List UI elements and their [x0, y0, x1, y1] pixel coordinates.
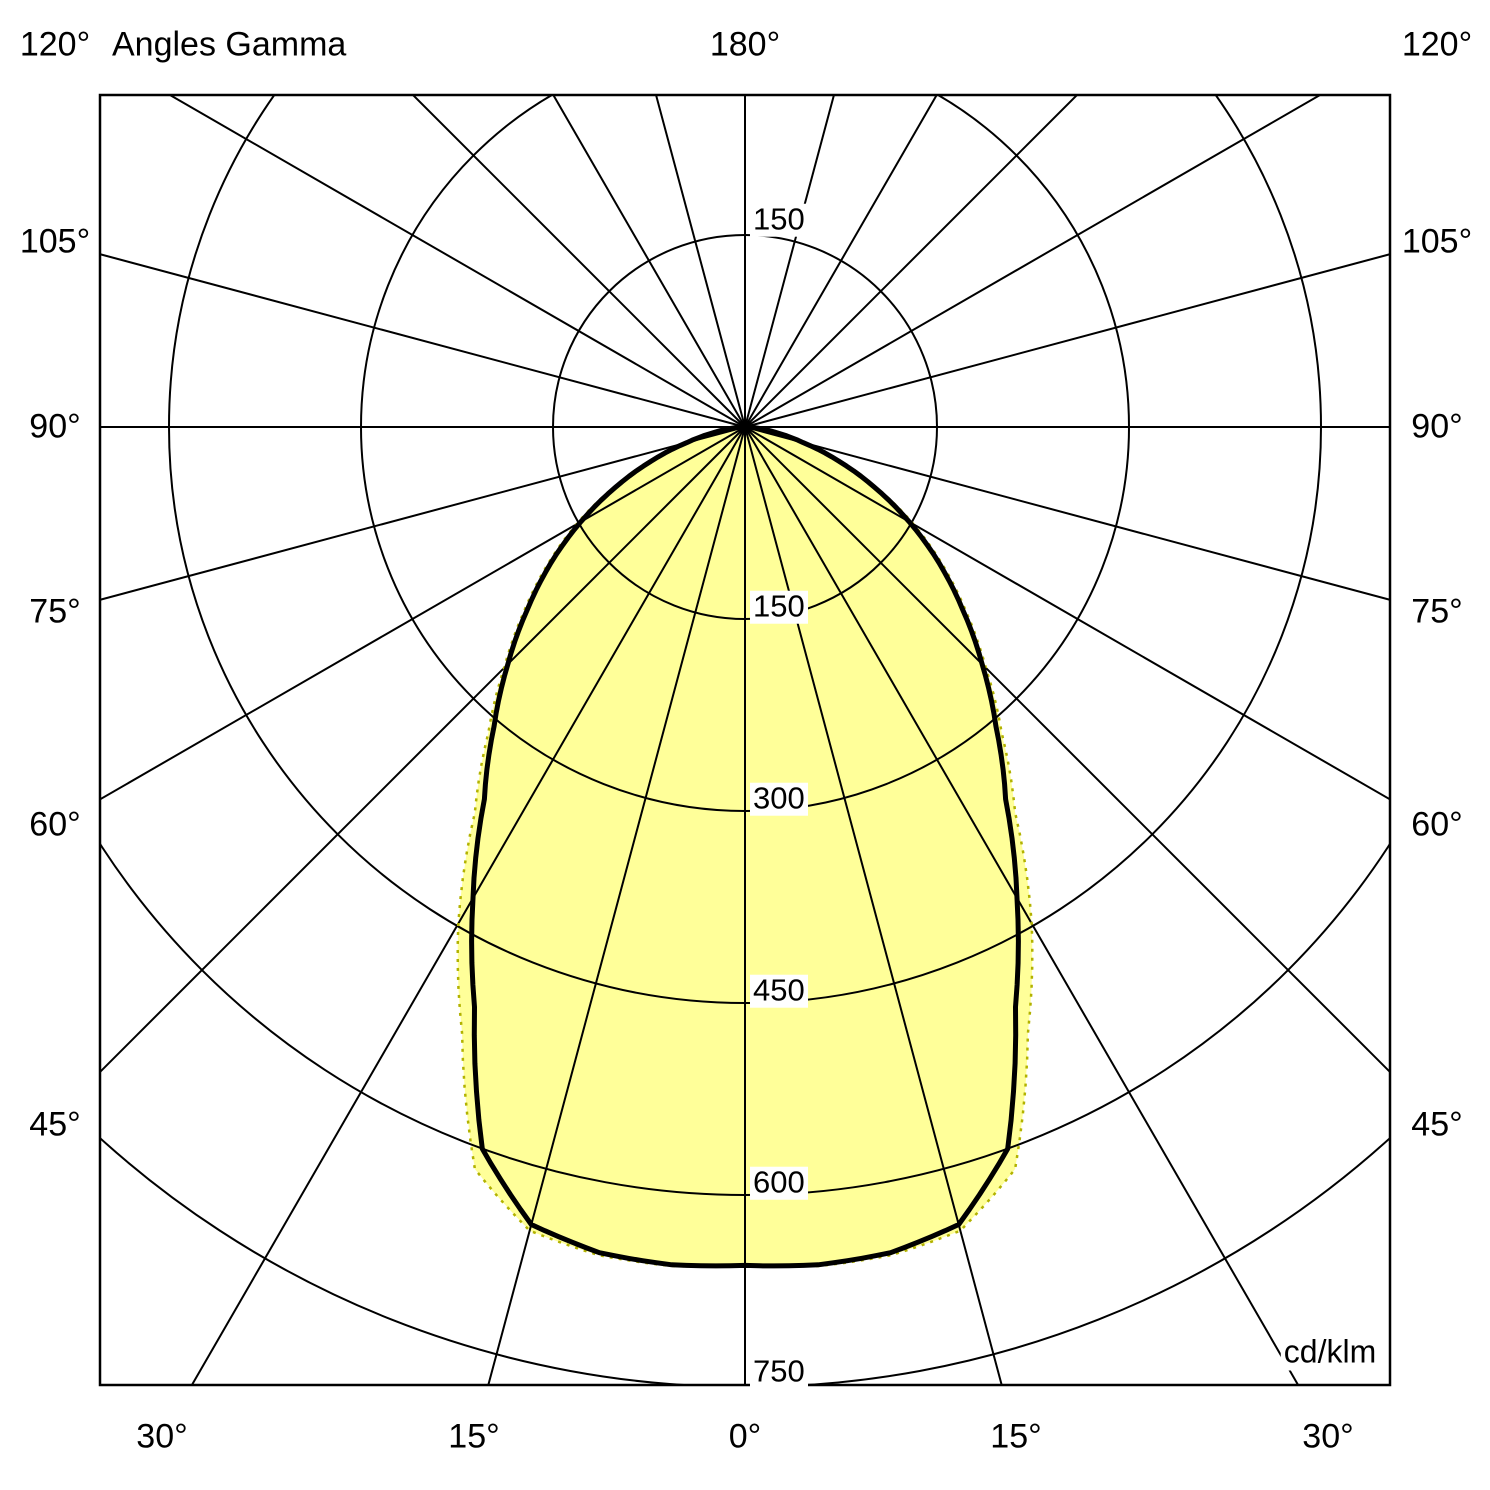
- angle-label-120-top-left: 120°: [19, 25, 91, 64]
- radial-tick-150-top: 150: [750, 203, 808, 237]
- angle-label-105-right: 105°: [1401, 222, 1473, 261]
- radial-tick-750: 750: [750, 1355, 808, 1389]
- angle-label-45-left: 45°: [29, 1105, 81, 1144]
- angle-label-60-left: 60°: [29, 805, 81, 844]
- angle-label-180-top: 180°: [709, 25, 781, 64]
- angle-label-15-bottom-right: 15°: [990, 1417, 1042, 1456]
- unit-label-cd-klm: cd/klm: [1280, 1333, 1380, 1371]
- angle-label-90-right: 90°: [1411, 407, 1463, 446]
- angle-label-30-bottom-left: 30°: [136, 1417, 188, 1456]
- angle-label-30-bottom-right: 30°: [1302, 1417, 1354, 1456]
- angle-label-45-right: 45°: [1411, 1105, 1463, 1144]
- angle-label-75-left: 75°: [29, 592, 81, 631]
- radial-tick-300: 300: [750, 782, 808, 816]
- angle-label-90-left: 90°: [29, 407, 81, 446]
- angle-label-15-bottom-left: 15°: [448, 1417, 500, 1456]
- angle-label-120-top-right: 120°: [1401, 25, 1473, 64]
- chart-title: Angles Gamma: [112, 25, 347, 64]
- radial-tick-450: 450: [750, 974, 808, 1008]
- angle-label-0-bottom: 0°: [728, 1417, 762, 1456]
- angle-label-60-right: 60°: [1411, 805, 1463, 844]
- radial-tick-600: 600: [750, 1166, 808, 1200]
- angle-label-105-left: 105°: [19, 222, 91, 261]
- angle-label-75-right: 75°: [1411, 592, 1463, 631]
- radial-tick-150: 150: [750, 590, 808, 624]
